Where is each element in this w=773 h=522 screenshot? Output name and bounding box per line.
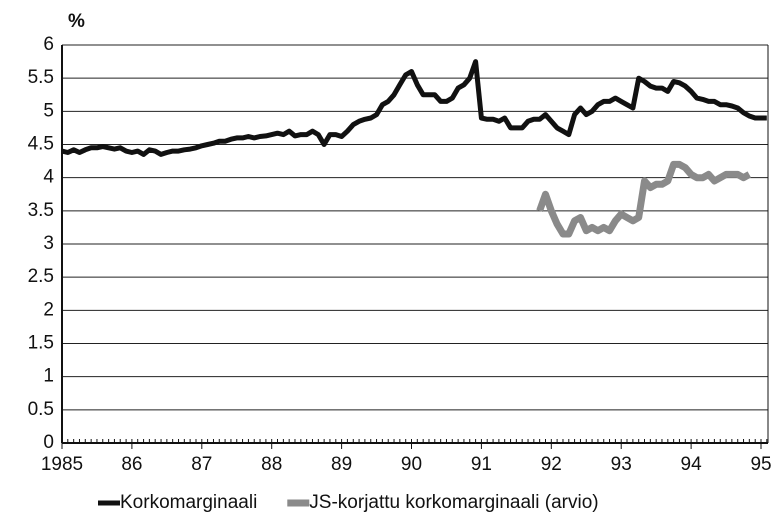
series-line: [61, 59, 767, 157]
y-axis-label: %: [68, 11, 85, 32]
x-tick-label: 93: [611, 454, 632, 475]
x-tick-label: 87: [191, 454, 212, 475]
x-tick-label: 94: [681, 454, 703, 475]
y-tick-label: 2.5: [28, 266, 54, 287]
y-tick-label: 0: [43, 432, 54, 453]
y-tick-label: 5: [43, 100, 54, 121]
x-tick-label: 1985: [41, 454, 83, 475]
x-tick-label: 89: [331, 454, 352, 475]
y-tick-label: 3: [43, 233, 54, 254]
y-tick-label: 4.5: [28, 134, 54, 155]
y-tick-label: 4: [43, 167, 54, 188]
y-tick-label: 1.5: [28, 333, 54, 354]
y-tick-label: 6: [43, 34, 54, 55]
legend-label: Korkomarginaali: [120, 492, 257, 513]
x-tick-label: 92: [541, 454, 562, 475]
x-tick-label: 86: [121, 454, 142, 475]
y-tick-label: 3.5: [28, 200, 54, 221]
x-tick-label: 95: [750, 454, 771, 475]
x-tick-label: 90: [401, 454, 422, 475]
x-tick-label: 88: [261, 454, 282, 475]
x-tick-label: 91: [471, 454, 492, 475]
y-tick-label: 1: [43, 366, 54, 387]
y-tick-label: 5.5: [28, 67, 54, 88]
y-tick-label: 0.5: [28, 399, 54, 420]
series-line: [536, 160, 752, 238]
y-tick-label: 2: [43, 299, 54, 320]
legend-label: JS-korjattu korkomarginaali (arvio): [309, 492, 598, 513]
